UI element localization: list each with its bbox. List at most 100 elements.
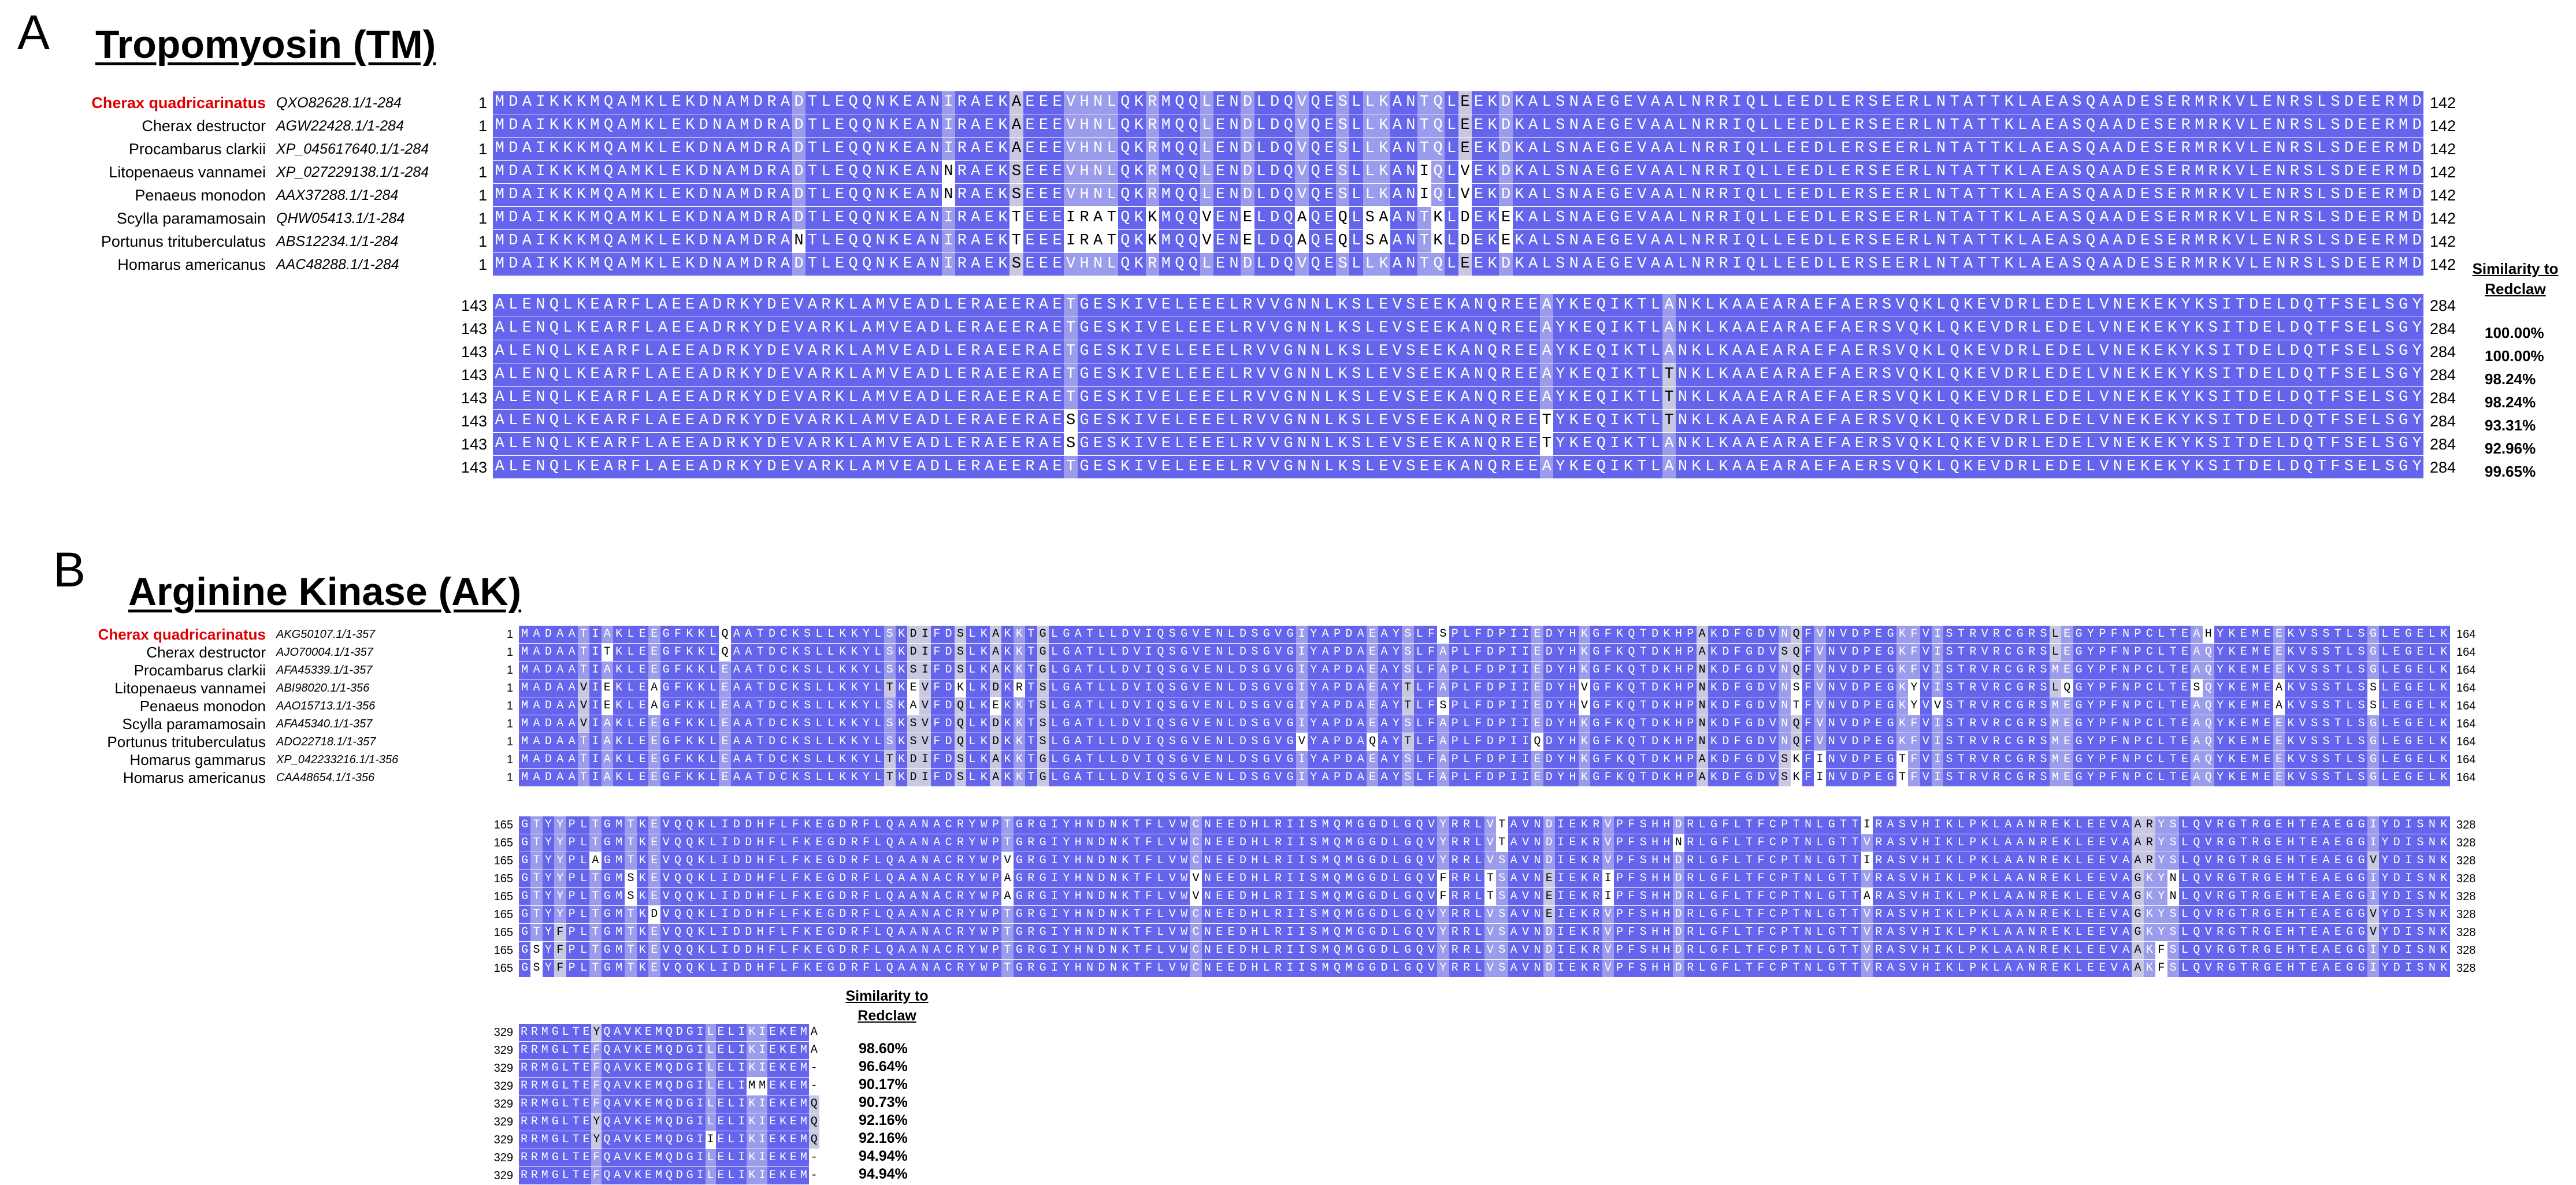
accession-id: QHW05413.1/1-284	[276, 210, 405, 226]
end-position: 328	[2456, 908, 2476, 921]
end-position: 284	[2430, 297, 2456, 314]
start-position: 1	[478, 94, 487, 112]
accession-id: ABS12234.1/1-284	[276, 233, 399, 250]
start-position: 1	[506, 700, 513, 712]
start-position: 165	[493, 944, 513, 957]
panel-b-label: B	[53, 543, 86, 597]
end-position: 142	[2430, 117, 2456, 135]
accession-id: AKG50107.1/1-357	[276, 628, 376, 641]
similarity-value: 93.31%	[2485, 417, 2536, 434]
end-position: 328	[2456, 890, 2476, 903]
start-position: 329	[493, 1080, 513, 1093]
similarity-header: Similarity to Redclaw	[2460, 259, 2570, 299]
start-position: 143	[461, 389, 487, 407]
similarity-header-line: Redclaw	[858, 1007, 916, 1024]
start-position: 329	[493, 1116, 513, 1128]
species-name: Scylla paramamosain	[116, 210, 266, 227]
start-position: 1	[478, 140, 487, 158]
start-position: 143	[461, 413, 487, 430]
start-position: 165	[493, 837, 513, 849]
end-position: 328	[2456, 855, 2476, 867]
end-position: 328	[2456, 837, 2476, 849]
similarity-value: 90.17%	[859, 1076, 908, 1093]
accession-id: ADO22718.1/1-357	[276, 735, 376, 748]
start-position: 1	[506, 628, 513, 641]
accession-id: AJO70004.1/1-357	[276, 646, 373, 659]
accession-id: CAA48654.1/1-356	[276, 771, 375, 784]
end-position: 284	[2430, 413, 2456, 430]
end-position: 164	[2456, 771, 2476, 784]
start-position: 165	[493, 819, 513, 831]
similarity-header-line: Redclaw	[2485, 280, 2546, 298]
accession-id: AAC48288.1/1-284	[276, 257, 399, 273]
similarity-header: Similarity to Redclaw	[832, 987, 942, 1026]
end-position: 284	[2430, 320, 2456, 337]
start-position: 1	[478, 117, 487, 135]
similarity-value: 98.24%	[2485, 370, 2536, 388]
end-position: 142	[2430, 164, 2456, 181]
species-name: Penaeus monodon	[139, 697, 266, 715]
similarity-value: 96.64%	[859, 1058, 908, 1075]
species-name: Procambarus clarkii	[133, 662, 266, 679]
accession-id: AFA45339.1/1-357	[276, 664, 373, 677]
similarity-value: 92.96%	[2485, 440, 2536, 457]
end-position: 164	[2456, 664, 2476, 677]
start-position: 329	[493, 1134, 513, 1146]
similarity-value: 99.65%	[2485, 463, 2536, 480]
start-position: 329	[493, 1044, 513, 1057]
end-position: 328	[2456, 819, 2476, 831]
end-position: 142	[2430, 210, 2456, 227]
end-position: 284	[2430, 436, 2456, 453]
species-name: Litopenaeus vannamei	[114, 679, 266, 697]
start-position: 165	[493, 926, 513, 939]
start-position: 1	[506, 735, 513, 748]
similarity-value: 98.60%	[859, 1041, 908, 1057]
species-name: Homarus americanus	[117, 256, 266, 273]
species-name: Cherax destructor	[142, 117, 266, 135]
end-position: 328	[2456, 872, 2476, 885]
end-position: 164	[2456, 700, 2476, 712]
end-position: 164	[2456, 753, 2476, 766]
start-position: 143	[461, 343, 487, 361]
species-name: Scylla paramamosain	[122, 715, 266, 733]
start-position: 143	[461, 459, 487, 476]
similarity-value: 92.16%	[859, 1112, 908, 1128]
accession-id: AFA45340.1/1-357	[276, 718, 373, 730]
start-position: 165	[493, 908, 513, 921]
accession-id: XP_027229138.1/1-284	[276, 164, 429, 180]
similarity-value: 94.94%	[859, 1148, 908, 1164]
start-position: 165	[493, 872, 513, 885]
start-position: 329	[493, 1026, 513, 1039]
end-position: 164	[2456, 646, 2476, 659]
end-position: 142	[2430, 233, 2456, 250]
species-name: Cherax quadricarinatus	[91, 94, 266, 112]
end-position: 284	[2430, 343, 2456, 361]
start-position: 1	[506, 664, 513, 677]
start-position: 1	[478, 210, 487, 227]
end-position: 142	[2430, 256, 2456, 273]
